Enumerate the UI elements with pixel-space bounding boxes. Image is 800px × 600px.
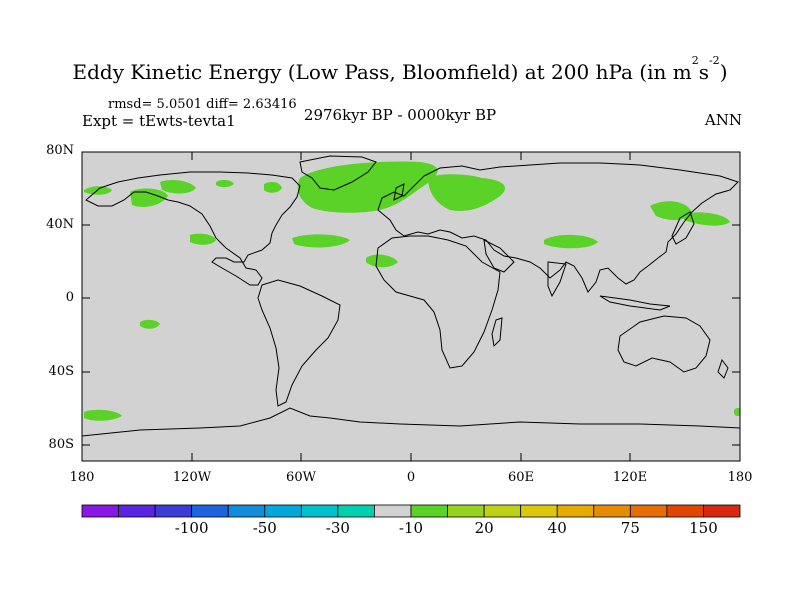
anomaly-region-north-pacific-central [264, 181, 282, 193]
coastline-antarctica [82, 407, 740, 437]
lon-label-0: 0 [406, 470, 416, 485]
colorbar-box-3 [191, 504, 229, 518]
anomaly-region-kuroshio [650, 201, 692, 221]
anomaly-region-north-atlantic [297, 161, 438, 213]
period-label: 2976kyr BP - 0000kyr BP [303, 106, 497, 124]
colorbar-box-4 [227, 504, 266, 518]
coastline-eurasia [377, 162, 739, 293]
experiment-label: Expt = tEwts-tevta1 [82, 112, 236, 130]
colorbar-box-17 [703, 504, 741, 518]
anomaly-region-north-pacific-west [84, 186, 112, 195]
coastlines [82, 155, 740, 437]
coastline-new-zealand [717, 358, 729, 379]
colorbar-label-3: -10 [398, 519, 424, 537]
coastline-india [547, 261, 567, 298]
axis-ticks [81, 151, 741, 461]
colorbar-box-1 [118, 504, 156, 518]
coastline-madagascar [491, 317, 503, 348]
colorbar-label-1: -50 [252, 519, 277, 537]
coastline-africa [375, 235, 501, 369]
colorbar-box-14 [593, 504, 631, 518]
colorbar-box-7 [337, 504, 375, 518]
lat-label-eq: 0 [65, 290, 74, 305]
colorbar-box-8 [374, 504, 412, 518]
anomaly-region-patch-14 [84, 409, 122, 421]
coastline-japan [671, 211, 695, 245]
lon-label-120w: 120W [172, 470, 212, 485]
stats-label: rmsd= 5.0501 diff= 2.63416 [108, 97, 297, 112]
lat-label-40s: 40S [48, 364, 74, 379]
lon-label-180w: 180 [69, 470, 95, 485]
coastline-indonesia [599, 295, 671, 311]
lon-label-120e: 120E [612, 470, 648, 485]
coastline-north-america [85, 171, 301, 286]
colorbar-label-2: -30 [325, 519, 350, 537]
anomaly-layer [84, 161, 740, 421]
colorbar-box-2 [154, 504, 193, 518]
colorbar [81, 504, 741, 518]
lon-label-180e: 180 [727, 470, 753, 485]
lat-label-80s: 80S [48, 437, 74, 452]
anomaly-region-southern-ocean-west [190, 233, 216, 245]
colorbar-box-13 [556, 504, 595, 518]
chart-title: Eddy Kinetic Energy (Low Pass, Bloomfiel… [72, 54, 728, 84]
colorbar-label-5: 40 [547, 519, 567, 537]
lon-label-60w: 60W [286, 470, 316, 485]
anomaly-region-subtropical-atlantic [292, 234, 350, 248]
coastline-australia [617, 315, 711, 373]
anomaly-region-mediterranean [216, 179, 234, 188]
anomaly-region-patch-15 [734, 407, 740, 417]
lat-label-80n: 80N [46, 143, 74, 158]
colorbar-box-5 [264, 504, 302, 518]
colorbar-box-10 [447, 504, 485, 518]
anomaly-region-gulf-of-alaska [160, 180, 196, 194]
colorbar-box-12 [520, 504, 558, 518]
anomaly-region-japan [544, 234, 598, 249]
coastline-british-isles [393, 183, 405, 201]
anomaly-region-north-pacific-east [130, 188, 168, 207]
colorbar-box-15 [629, 504, 668, 518]
anomaly-region-southern-ocean-east [140, 319, 160, 329]
coastline-south-america [257, 279, 341, 407]
colorbar-box-0 [81, 504, 119, 518]
anomaly-region-north-africa [366, 254, 398, 268]
colorbar-label-0: -100 [174, 519, 209, 537]
colorbar-box-16 [666, 504, 704, 518]
colorbar-box-11 [483, 504, 522, 518]
coastline-arabia [483, 239, 515, 273]
coastline-greenland [299, 155, 377, 191]
colorbar-label-4: 20 [474, 519, 494, 537]
colorbar-box-9 [410, 504, 448, 518]
colorbar-box-6 [300, 504, 339, 518]
colorbar-label-6: 75 [620, 519, 640, 537]
lon-label-60e: 60E [507, 470, 535, 485]
map-background [82, 152, 740, 461]
anomaly-region-tropical-pacific [684, 212, 730, 226]
season-label: ANN [704, 111, 742, 129]
lat-label-40n: 40N [46, 217, 74, 232]
anomaly-region-central-asia [428, 174, 506, 211]
colorbar-label-7: 150 [689, 519, 718, 537]
